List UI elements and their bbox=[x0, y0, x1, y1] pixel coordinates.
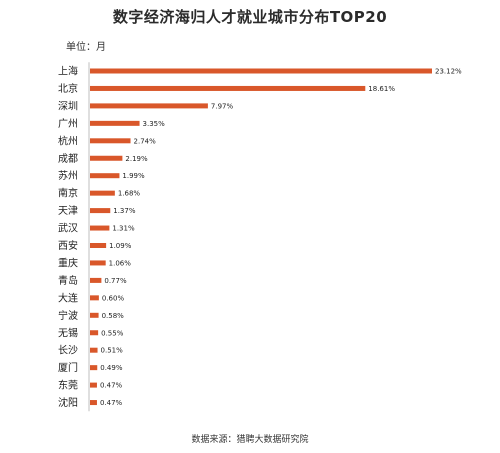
bar bbox=[90, 68, 432, 74]
category-label: 大连 bbox=[58, 291, 78, 304]
value-label: 1.31% bbox=[112, 225, 135, 233]
category-label: 无锡 bbox=[58, 326, 78, 339]
value-label: 0.47% bbox=[100, 399, 123, 407]
value-label: 0.51% bbox=[101, 347, 124, 355]
category-label: 成都 bbox=[58, 153, 78, 165]
bar bbox=[90, 260, 106, 266]
value-label: 18.61% bbox=[368, 85, 395, 93]
category-label: 青岛 bbox=[58, 274, 78, 287]
category-label: 北京 bbox=[58, 82, 78, 95]
category-label: 深圳 bbox=[58, 100, 78, 112]
bar bbox=[90, 155, 123, 161]
value-label: 0.60% bbox=[102, 294, 125, 302]
bar bbox=[90, 277, 102, 283]
bar bbox=[90, 208, 111, 214]
value-label: 1.06% bbox=[109, 259, 132, 267]
value-label: 2.19% bbox=[125, 155, 148, 163]
category-label: 广州 bbox=[58, 118, 78, 130]
source-note: 数据来源：猎聘大数据研究院 bbox=[191, 435, 309, 445]
value-label: 0.77% bbox=[104, 277, 127, 285]
value-label: 1.68% bbox=[118, 190, 141, 198]
bar bbox=[90, 382, 97, 388]
bar bbox=[90, 173, 120, 179]
bar bbox=[90, 120, 140, 126]
category-label: 重庆 bbox=[58, 256, 78, 269]
bar bbox=[90, 400, 97, 406]
bar bbox=[90, 138, 131, 144]
bar bbox=[90, 347, 98, 353]
bar bbox=[90, 312, 99, 318]
category-label: 苏州 bbox=[58, 169, 78, 182]
value-label: 3.35% bbox=[143, 120, 166, 128]
value-label: 1.09% bbox=[109, 242, 132, 250]
category-label: 沈阳 bbox=[58, 396, 78, 409]
unit-label: 单位：月 bbox=[66, 42, 106, 53]
bar bbox=[90, 295, 99, 301]
category-label: 宁波 bbox=[58, 309, 78, 322]
bar bbox=[90, 85, 366, 91]
chart-title: 数字经济海归人才就业城市分布TOP20 bbox=[112, 8, 388, 26]
value-label: 0.47% bbox=[100, 382, 123, 390]
bar bbox=[90, 243, 107, 248]
bar bbox=[90, 103, 208, 109]
bar bbox=[90, 225, 110, 231]
category-label: 天津 bbox=[58, 205, 78, 217]
category-label: 上海 bbox=[58, 65, 78, 78]
category-label: 杭州 bbox=[58, 134, 78, 147]
category-label: 西安 bbox=[58, 239, 78, 252]
bar bbox=[90, 190, 115, 196]
category-label: 武汉 bbox=[58, 222, 78, 235]
value-label: 2.74% bbox=[134, 137, 157, 145]
value-label: 7.97% bbox=[211, 102, 234, 110]
value-label: 0.55% bbox=[101, 329, 124, 337]
value-label: 1.99% bbox=[122, 172, 145, 180]
value-label: 23.12% bbox=[435, 68, 462, 76]
category-label: 东莞 bbox=[58, 379, 78, 392]
category-label: 厦门 bbox=[58, 361, 78, 374]
value-label: 0.58% bbox=[102, 312, 125, 320]
category-label: 长沙 bbox=[58, 345, 78, 357]
value-label: 1.37% bbox=[113, 207, 136, 215]
bar bbox=[90, 365, 98, 371]
value-label: 0.49% bbox=[100, 364, 123, 372]
bar bbox=[90, 330, 99, 336]
category-label: 南京 bbox=[58, 187, 78, 200]
